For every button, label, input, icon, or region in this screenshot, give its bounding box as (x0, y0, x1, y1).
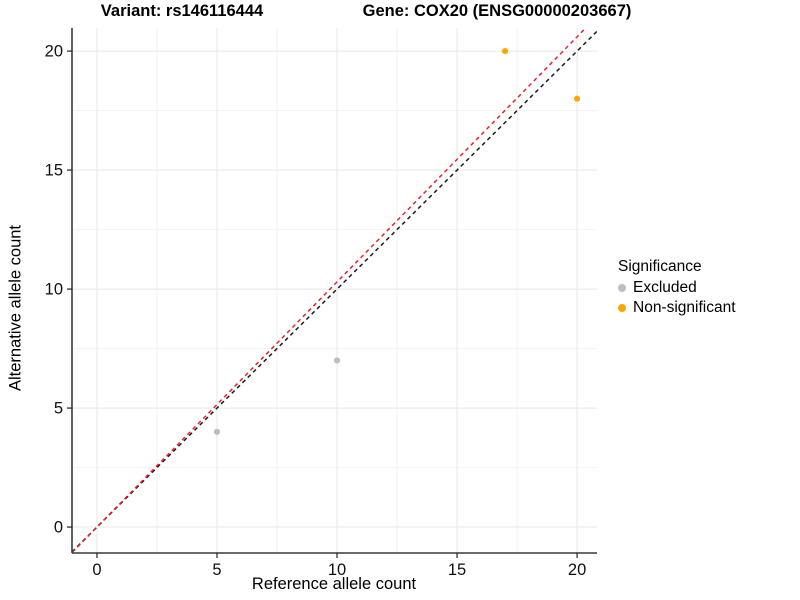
legend-item-non-significant: Non-significant (618, 298, 736, 318)
identity-line (72, 30, 597, 553)
x-tick-label-10: 10 (328, 561, 346, 579)
variant-title: Variant: rs146116444 (100, 2, 264, 20)
legend-title: Significance (618, 258, 702, 275)
gene-title: Gene: COX20 (ENSG00000203667) (362, 2, 632, 20)
legend-label-non-significant: Non-significant (633, 299, 736, 316)
fit-line (72, 28, 587, 553)
legend: Significance Excluded Non-significant (618, 256, 736, 318)
point-excluded-1 (333, 357, 341, 364)
y-tick-label-10: 10 (45, 281, 63, 299)
x-tick-label-0: 0 (92, 561, 101, 579)
legend-item-excluded: Excluded (618, 278, 736, 298)
y-tick-label-5: 5 (54, 400, 63, 418)
x-axis-title: Reference allele count (251, 575, 417, 593)
point-non-significant-1 (573, 95, 581, 102)
x-tick-label-20: 20 (568, 561, 586, 579)
x-tick-label-5: 5 (212, 561, 221, 579)
y-axis-title: Alternative allele count (6, 224, 25, 392)
y-tick-label-20: 20 (45, 43, 63, 61)
non-significant-dot-icon (618, 304, 626, 312)
point-non-significant-0 (501, 47, 509, 55)
point-excluded-0 (213, 428, 221, 435)
excluded-dot-icon (618, 284, 626, 292)
y-tick-label-0: 0 (54, 519, 63, 537)
x-tick-label-15: 15 (448, 561, 466, 579)
y-tick-label-15: 15 (45, 162, 63, 180)
legend-label-excluded: Excluded (633, 279, 697, 296)
